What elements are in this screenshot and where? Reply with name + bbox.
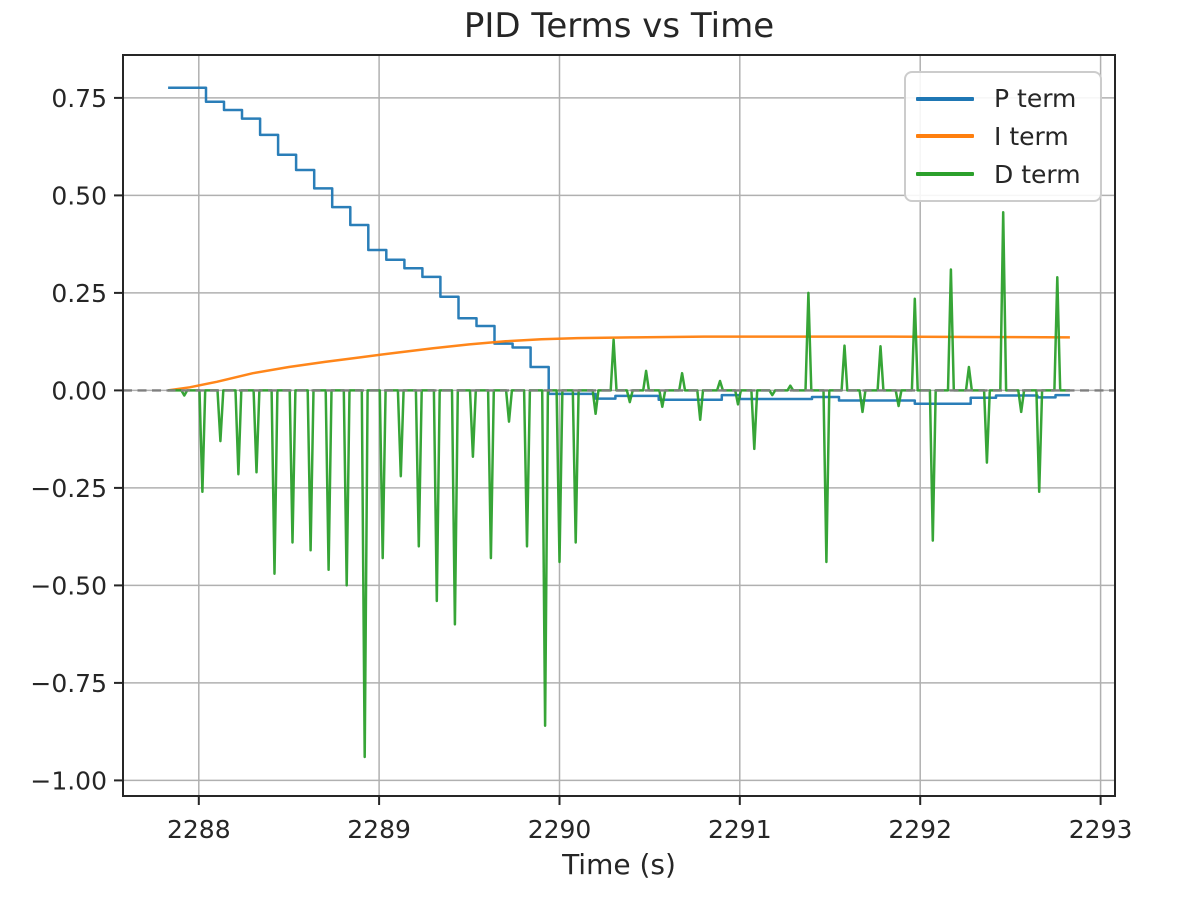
y-tick-label: −0.25	[30, 474, 107, 503]
y-tick-label: 0.00	[51, 376, 107, 405]
plot-border	[122, 54, 1116, 797]
y-tick-label: 0.75	[51, 84, 107, 113]
p-term-line-swatch	[916, 96, 974, 101]
x-tick-label: 2291	[708, 815, 772, 844]
legend-label-i-term: I term	[994, 121, 1069, 151]
y-tick-label: −0.50	[30, 571, 107, 600]
y-tick-label: 0.25	[51, 279, 107, 308]
y-tick-label: −0.75	[30, 669, 107, 698]
y-tick-label: −1.00	[30, 766, 107, 795]
x-tick-label: 2290	[528, 815, 592, 844]
legend-label-d-term: D term	[994, 159, 1081, 189]
x-tick-label: 2293	[1069, 815, 1133, 844]
legend-label-p-term: P term	[994, 84, 1077, 114]
x-tick-label: 2288	[167, 815, 231, 844]
y-tick-label: 0.50	[51, 181, 107, 210]
chart-title: PID Terms vs Time	[463, 6, 775, 46]
d-term-line	[168, 210, 1070, 759]
i-term-line-swatch	[916, 134, 974, 139]
d-term-line-swatch	[916, 172, 974, 177]
legend-item-i-term: I term	[916, 124, 1094, 149]
i-term-line	[167, 335, 1070, 392]
legend: P term I term D term	[904, 71, 1102, 202]
x-tick-label: 2289	[347, 815, 411, 844]
legend-item-d-term: D term	[916, 162, 1094, 187]
x-axis-label: Time (s)	[562, 848, 676, 881]
legend-item-p-term: P term	[916, 86, 1094, 111]
p-term-line	[168, 86, 1070, 405]
x-tick-label: 2292	[888, 815, 952, 844]
